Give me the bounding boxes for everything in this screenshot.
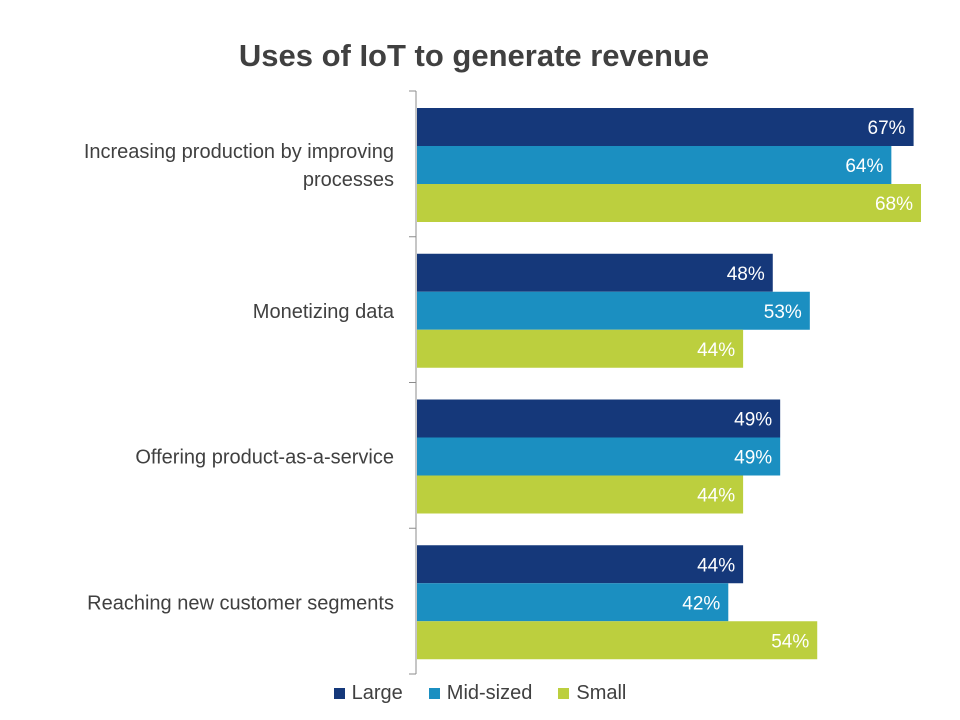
legend-swatch bbox=[428, 688, 440, 699]
data-label: 64% bbox=[845, 156, 883, 177]
category-label: Reaching new customer segments bbox=[87, 592, 394, 614]
data-label: 54% bbox=[771, 631, 809, 652]
legend-label: Mid-sized bbox=[446, 682, 533, 704]
data-label: 67% bbox=[868, 118, 906, 139]
category-label: Increasing production by improving bbox=[84, 141, 394, 163]
bar-mid-sized bbox=[417, 291, 810, 330]
chart-title: Uses of IoT to generate revenue bbox=[238, 38, 710, 73]
chart-plot: Increasing production by improving proces… bbox=[84, 90, 921, 675]
data-label: 53% bbox=[764, 302, 802, 323]
data-label: 44% bbox=[697, 555, 735, 576]
legend-swatch bbox=[333, 688, 345, 699]
bar-large bbox=[417, 108, 914, 146]
legend-label: Small bbox=[576, 682, 627, 704]
bar-small bbox=[417, 184, 921, 222]
data-label: 68% bbox=[875, 194, 913, 215]
category-label: Monetizing data bbox=[253, 301, 395, 323]
chart-legend: Large Mid-sized Small bbox=[0, 682, 960, 705]
data-label: 49% bbox=[734, 448, 772, 469]
legend-item: Mid-sized bbox=[428, 682, 533, 705]
bar-mid-sized bbox=[417, 437, 781, 476]
data-label: 49% bbox=[734, 410, 772, 431]
legend-swatch bbox=[558, 688, 570, 699]
data-label: 44% bbox=[697, 340, 735, 361]
data-label: 48% bbox=[727, 264, 765, 285]
bar-large bbox=[417, 545, 744, 584]
legend-item: Large bbox=[333, 682, 403, 705]
bar-small bbox=[417, 329, 744, 368]
bar-mid-sized bbox=[417, 583, 729, 622]
category-label: Offering product-as-a-service bbox=[135, 447, 394, 469]
bar-small bbox=[417, 475, 744, 514]
category-label: processes bbox=[303, 169, 394, 191]
data-label: 42% bbox=[682, 593, 720, 614]
bar-large bbox=[417, 253, 773, 292]
data-label: 44% bbox=[697, 486, 735, 507]
legend-label: Large bbox=[351, 682, 403, 704]
legend-item: Small bbox=[558, 682, 626, 705]
bar-small bbox=[417, 621, 818, 660]
bar-mid-sized bbox=[417, 146, 892, 184]
bar-large bbox=[417, 399, 781, 438]
